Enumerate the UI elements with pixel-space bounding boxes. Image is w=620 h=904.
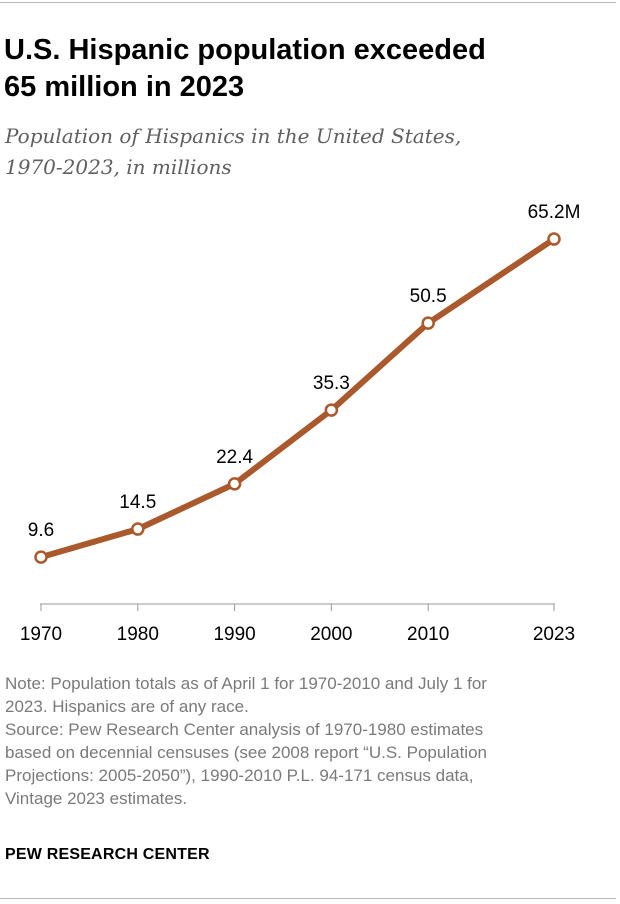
x-tick-label-2010: 2010 bbox=[407, 624, 449, 645]
chart-subtitle: Population of Hispanics in the United St… bbox=[5, 121, 565, 183]
data-point-2000 bbox=[324, 403, 339, 417]
x-tick-label-1990: 1990 bbox=[213, 624, 255, 645]
chart-title-line-1: U.S. Hispanic population exceeded bbox=[4, 34, 486, 66]
note-line-1: Note: Population totals as of April 1 fo… bbox=[5, 674, 487, 693]
chart-subtitle-line-2: 1970-2023, in millions bbox=[5, 155, 232, 179]
note-line-2: 2023. Hispanics are of any race. bbox=[5, 697, 249, 716]
data-label-2023: 65.2M bbox=[528, 202, 581, 223]
x-tick-label-2023: 2023 bbox=[533, 624, 575, 645]
data-label-1990: 22.4 bbox=[216, 447, 253, 468]
data-point-2010 bbox=[421, 316, 435, 330]
organization-name: PEW RESEARCH CENTER bbox=[5, 846, 210, 863]
top-rule bbox=[0, 2, 616, 3]
chart-notes: Note: Population totals as of April 1 fo… bbox=[5, 672, 605, 810]
data-points bbox=[34, 232, 561, 564]
chart-title-line-2: 65 million in 2023 bbox=[4, 71, 245, 103]
data-point-2023 bbox=[547, 232, 561, 246]
data-label-1980: 14.5 bbox=[119, 492, 156, 513]
bottom-rule bbox=[0, 898, 616, 899]
source-line-2: based on decennial censuses (see 2008 re… bbox=[5, 743, 487, 762]
data-label-2010: 50.5 bbox=[410, 286, 447, 307]
data-point-1990 bbox=[227, 477, 242, 491]
data-labels: 9.6 14.5 22.4 35.3 50.5 65.2M bbox=[28, 202, 581, 541]
x-axis-ticks bbox=[40, 604, 555, 611]
source-line-1: Source: Pew Research Center analysis of … bbox=[5, 720, 484, 739]
chart-subtitle-line-1: Population of Hispanics in the United St… bbox=[5, 124, 462, 148]
x-tick-label-2000: 2000 bbox=[310, 624, 352, 645]
line-chart: 1970 1980 1990 2000 2010 2023 9.6 14.5 22.4 35.3… bbox=[20, 202, 581, 645]
x-tick-label-1970: 1970 bbox=[20, 624, 62, 645]
data-point-1980 bbox=[131, 522, 145, 536]
source-line-3: Projections: 2005-2050”), 1990-2010 P.L.… bbox=[5, 766, 474, 785]
data-point-1970 bbox=[34, 550, 48, 564]
data-label-2000: 35.3 bbox=[313, 373, 350, 394]
population-line bbox=[38, 236, 557, 561]
source-line-4: Vintage 2023 estimates. bbox=[5, 789, 188, 808]
chart-title: U.S. Hispanic population exceeded 65 mil… bbox=[4, 32, 604, 106]
x-axis-tick-labels: 1970 1980 1990 2000 2010 2023 bbox=[20, 624, 575, 645]
x-tick-label-1980: 1980 bbox=[117, 624, 159, 645]
data-label-1970: 9.6 bbox=[28, 520, 54, 541]
